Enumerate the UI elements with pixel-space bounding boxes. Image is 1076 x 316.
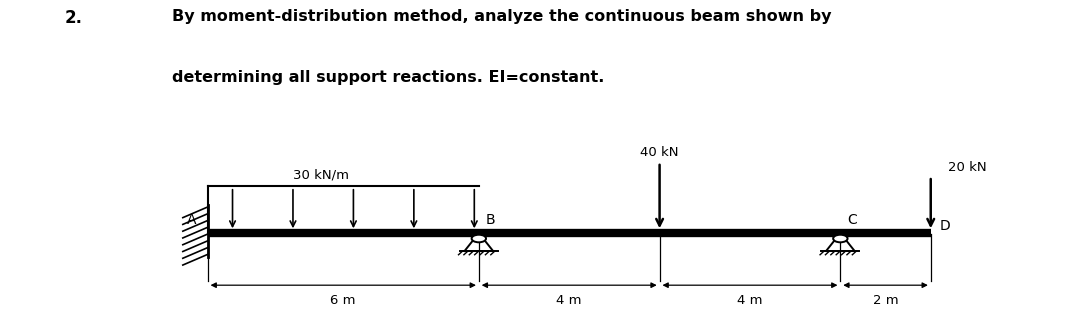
Text: B: B <box>485 213 495 227</box>
Text: 30 kN/m: 30 kN/m <box>293 168 349 181</box>
Text: D: D <box>939 219 950 233</box>
Text: 4 m: 4 m <box>737 294 763 307</box>
Text: By moment-distribution method, analyze the continuous beam shown by: By moment-distribution method, analyze t… <box>172 9 832 24</box>
Text: A: A <box>187 213 197 227</box>
Text: 20 kN: 20 kN <box>948 161 987 174</box>
Text: 2.: 2. <box>65 9 83 27</box>
Text: 4 m: 4 m <box>556 294 582 307</box>
Text: determining all support reactions. EI=constant.: determining all support reactions. EI=co… <box>172 70 605 84</box>
Text: 40 kN: 40 kN <box>640 146 679 159</box>
Text: C: C <box>847 213 856 227</box>
Text: 2 m: 2 m <box>873 294 898 307</box>
Text: 6 m: 6 m <box>330 294 356 307</box>
Circle shape <box>833 235 848 242</box>
Circle shape <box>471 235 486 242</box>
